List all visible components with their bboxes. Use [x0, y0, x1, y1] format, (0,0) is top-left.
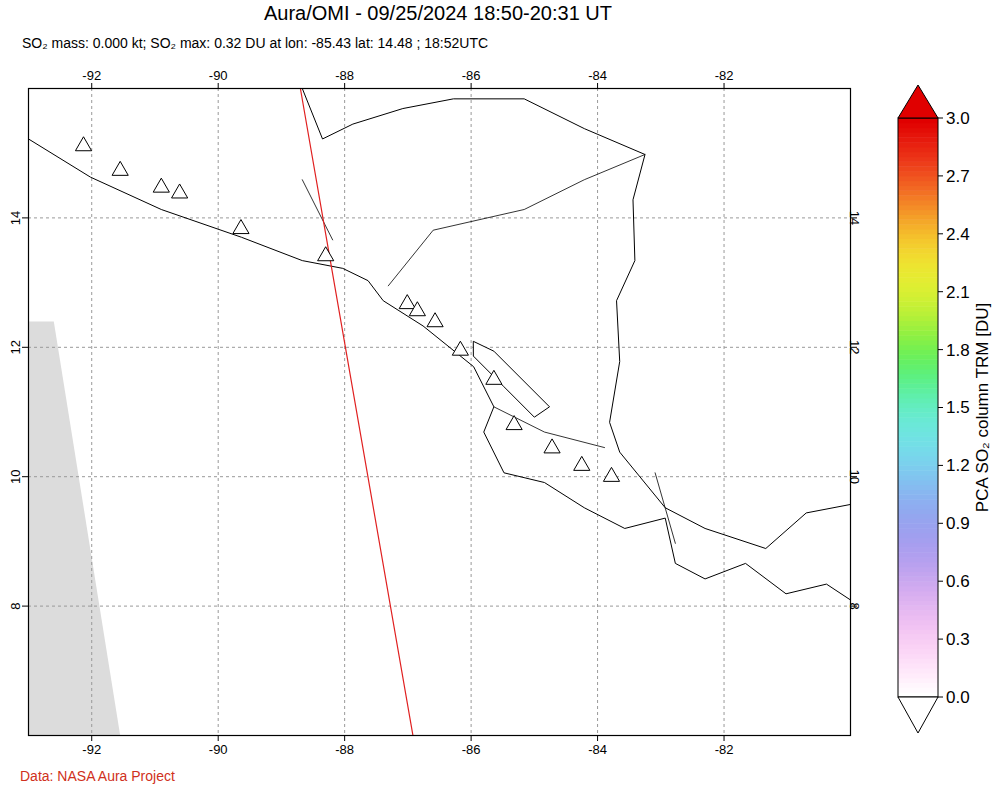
svg-text:14: 14 — [847, 211, 862, 225]
svg-text:0.0: 0.0 — [946, 688, 970, 707]
svg-text:1.8: 1.8 — [946, 341, 970, 360]
svg-text:-88: -88 — [335, 742, 354, 757]
svg-text:0.3: 0.3 — [946, 630, 970, 649]
svg-text:0.9: 0.9 — [946, 514, 970, 533]
html-text:SO₂ mass: 0.000 kt; SO₂ max: 0: SO₂ mass: 0.000 kt; SO₂ max: 0.32 DU at … — [22, 35, 489, 51]
svg-text:10: 10 — [847, 469, 862, 483]
svg-text:-92: -92 — [82, 68, 101, 83]
svg-text:1.5: 1.5 — [946, 398, 970, 417]
svg-text:-82: -82 — [715, 742, 734, 757]
svg-text:8: 8 — [8, 602, 23, 609]
svg-text:-86: -86 — [462, 68, 481, 83]
svg-text:-88: -88 — [335, 68, 354, 83]
svg-text:-84: -84 — [588, 68, 607, 83]
svg-text:10: 10 — [8, 469, 23, 483]
svg-text:12: 12 — [8, 340, 23, 354]
svg-text:2.7: 2.7 — [946, 167, 970, 186]
svg-text:2.1: 2.1 — [946, 283, 970, 302]
svg-text:PCA SO₂ column TRM [DU]: PCA SO₂ column TRM [DU] — [973, 303, 992, 512]
svg-text:-90: -90 — [209, 742, 228, 757]
svg-text:1.2: 1.2 — [946, 456, 970, 475]
svg-text:-86: -86 — [462, 742, 481, 757]
svg-text:-84: -84 — [588, 742, 607, 757]
svg-text:12: 12 — [847, 340, 862, 354]
svg-text:-82: -82 — [715, 68, 734, 83]
svg-text:0.6: 0.6 — [946, 572, 970, 591]
html-text:Aura/OMI - 09/25/2024 18:50-20: Aura/OMI - 09/25/2024 18:50-20:31 UT — [264, 2, 612, 24]
svg-text:14: 14 — [8, 211, 23, 225]
svg-text:8: 8 — [847, 602, 862, 609]
html-text:Data: NASA Aura Project: Data: NASA Aura Project — [20, 768, 175, 784]
svg-text:-92: -92 — [82, 742, 101, 757]
svg-text:-90: -90 — [209, 68, 228, 83]
svg-text:2.4: 2.4 — [946, 225, 970, 244]
svg-text:3.0: 3.0 — [946, 109, 970, 128]
